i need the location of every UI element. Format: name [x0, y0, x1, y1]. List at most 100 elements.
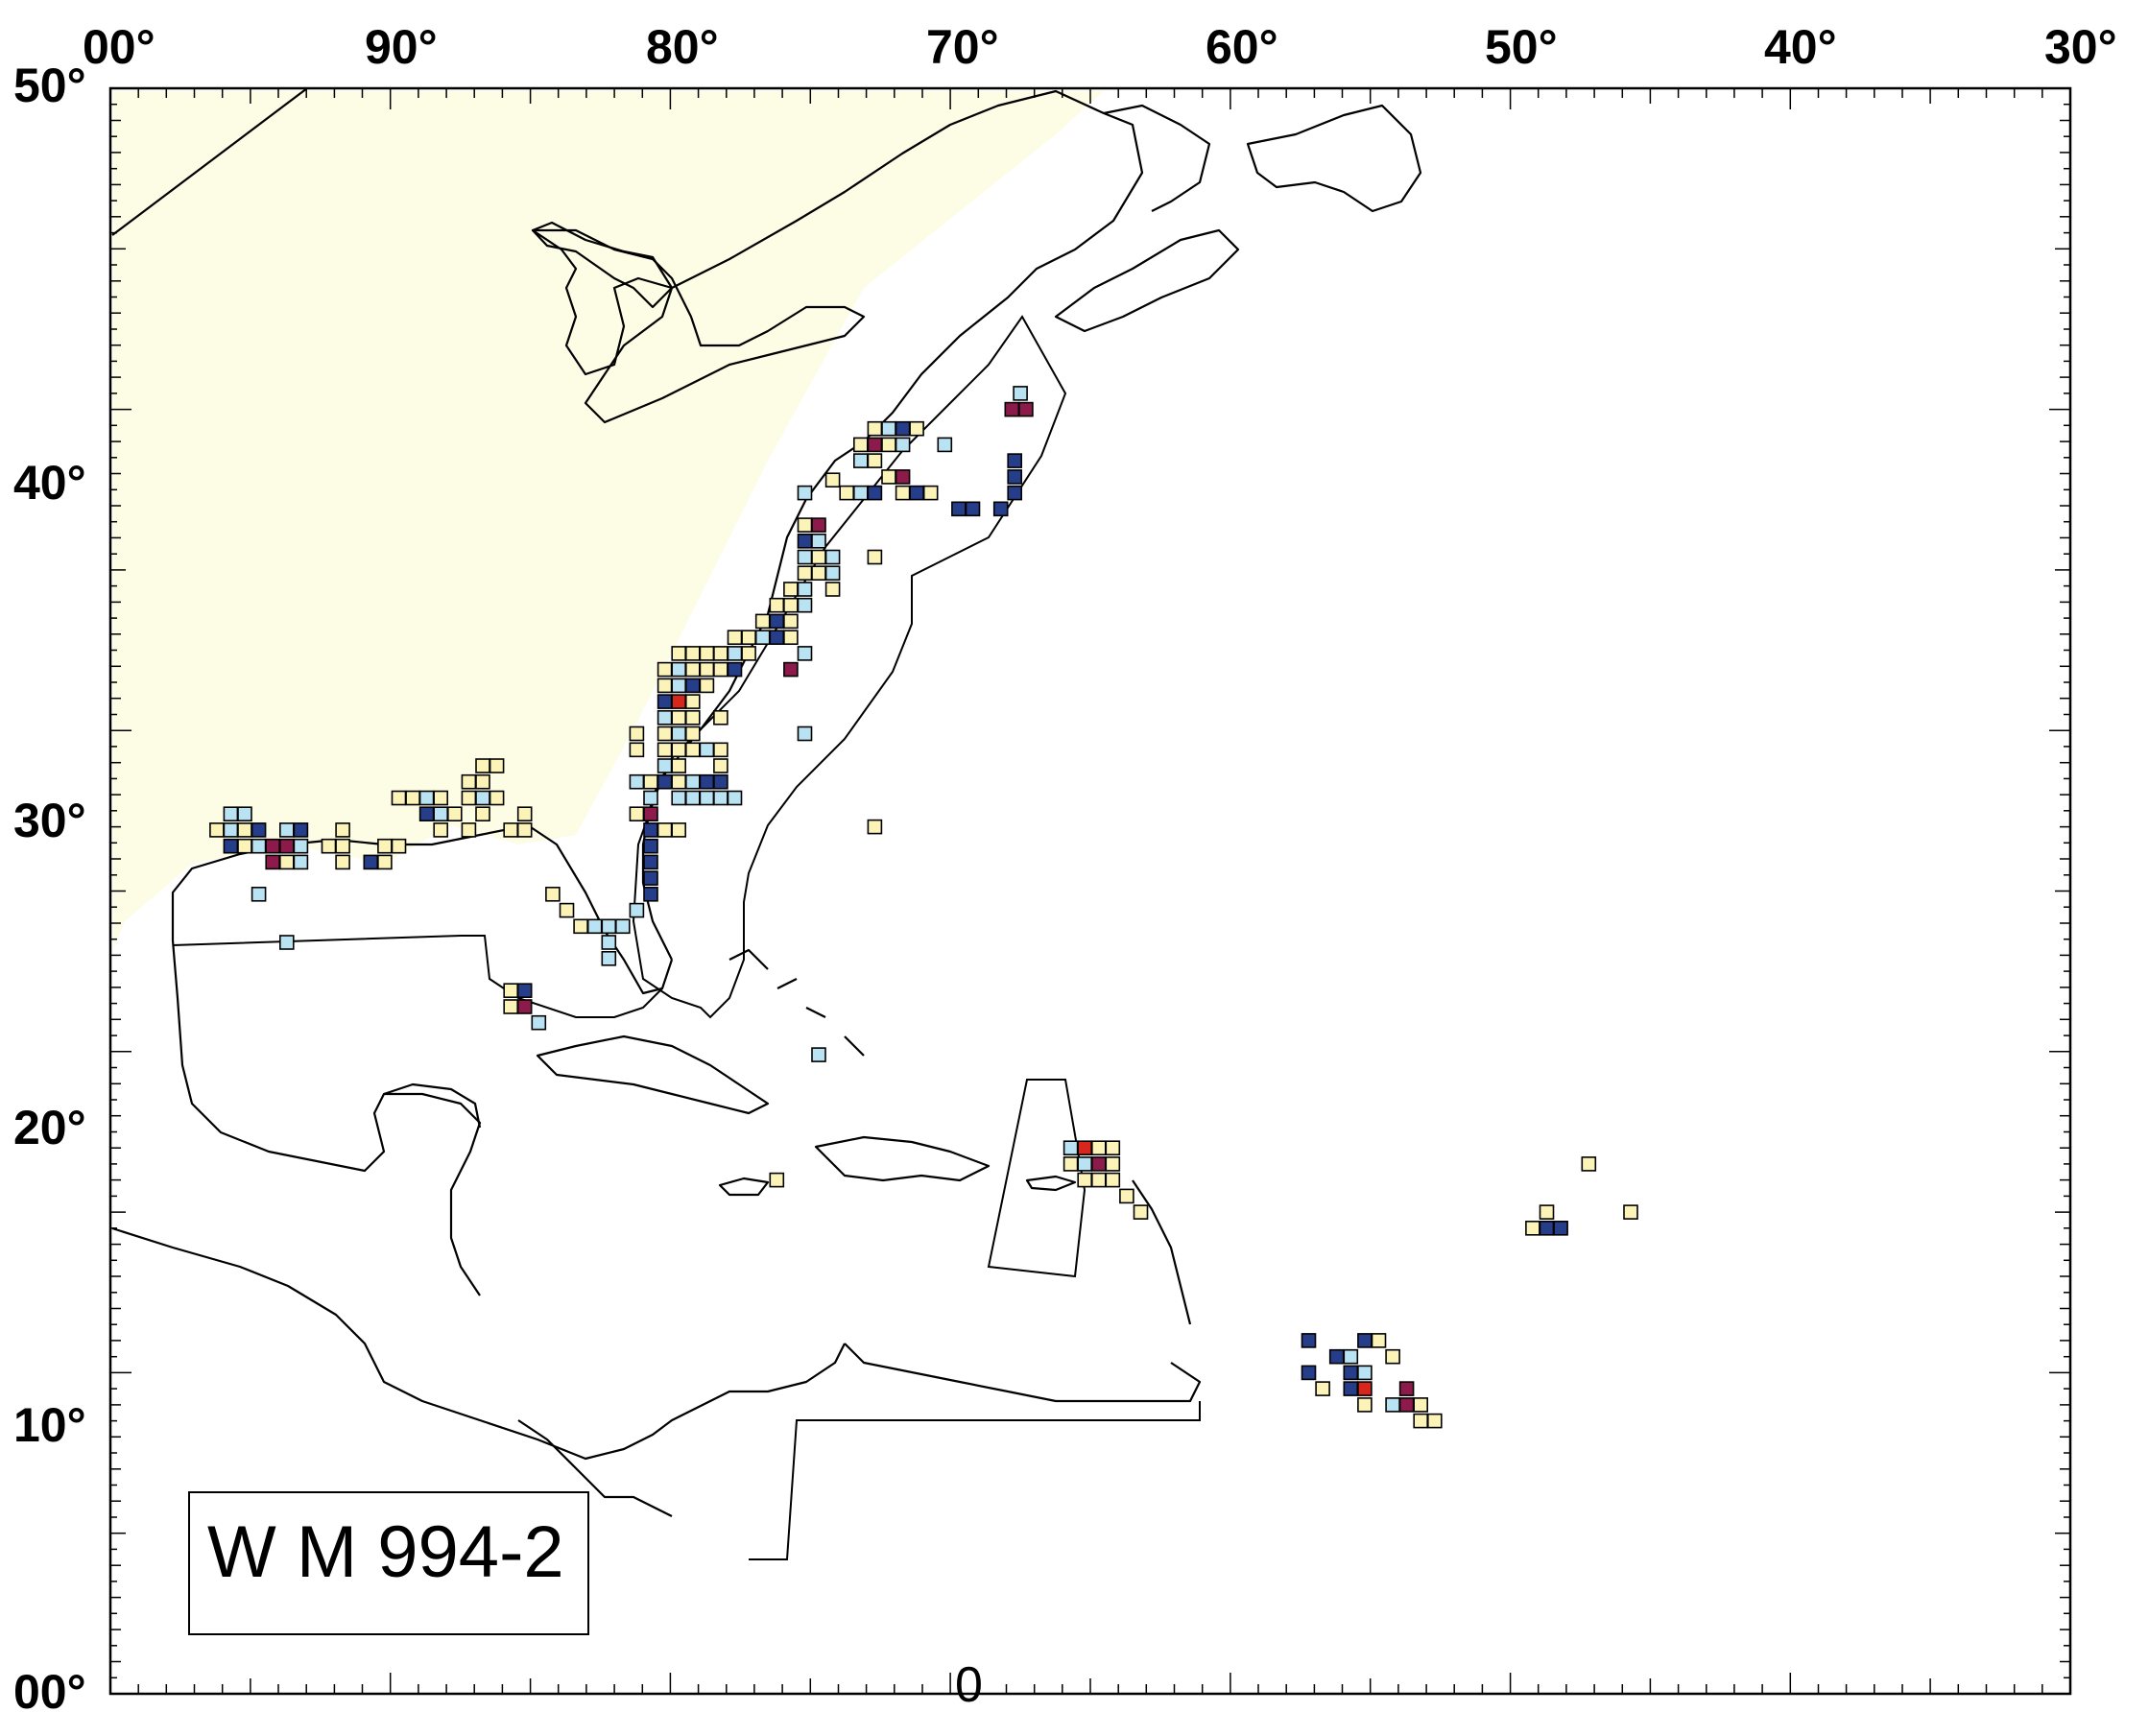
- bahamas: [728, 948, 865, 1057]
- observation-cell: [601, 918, 617, 935]
- observation-cell: [852, 437, 869, 453]
- bottom-axis-zero: 0: [955, 1657, 983, 1713]
- observation-cell: [824, 582, 841, 597]
- observation-cell: [223, 806, 239, 822]
- yucatan: [383, 1082, 482, 1129]
- observation-cell: [671, 790, 687, 806]
- observation-cell: [1539, 1204, 1555, 1220]
- observation-cell: [1623, 1204, 1638, 1220]
- lat-label-0: 00°: [13, 1665, 86, 1719]
- observation-cell: [1119, 1188, 1134, 1204]
- observation-cell: [741, 630, 756, 646]
- observation-cell: [503, 822, 519, 838]
- observation-cell: [797, 582, 813, 597]
- observation-cell: [461, 822, 477, 838]
- observation-cell: [614, 918, 631, 935]
- observation-cells: [209, 386, 1638, 1429]
- observation-cell: [769, 597, 785, 613]
- observation-cell: [727, 661, 743, 678]
- observation-cell: [824, 549, 841, 565]
- lon-label-60: 60°: [1206, 20, 1278, 74]
- observation-cell: [405, 790, 420, 806]
- observation-cell: [671, 694, 687, 709]
- observation-cell: [1077, 1172, 1092, 1188]
- observation-cell: [475, 806, 490, 822]
- lat-label-20: 20°: [13, 1101, 86, 1154]
- observation-cell: [251, 838, 267, 854]
- observation-cell: [727, 790, 743, 806]
- observation-cell: [601, 950, 617, 966]
- observation-cell: [909, 485, 924, 501]
- observation-cell: [1413, 1413, 1428, 1429]
- observation-cell: [293, 854, 309, 870]
- observation-cell: [335, 838, 350, 854]
- observation-cell: [684, 694, 701, 709]
- observation-cell: [754, 613, 771, 630]
- observation-cell: [992, 501, 1009, 517]
- south-america-coast: [844, 1343, 1202, 1403]
- observation-cell: [461, 773, 477, 790]
- legend-label: W M 994-2: [207, 1511, 564, 1593]
- observation-cell: [335, 822, 350, 838]
- observation-cell: [713, 790, 728, 806]
- observation-cell: [1007, 485, 1022, 501]
- observation-cell: [895, 420, 911, 437]
- lesser-antilles: [1132, 1179, 1192, 1325]
- cuba: [536, 1034, 770, 1115]
- observation-cell: [503, 983, 519, 998]
- observation-cell: [601, 935, 617, 950]
- observation-cell: [573, 918, 588, 935]
- lat-label-40: 40°: [13, 456, 86, 510]
- observation-cell: [852, 453, 869, 468]
- observation-cell: [783, 582, 799, 597]
- observation-cell: [811, 533, 826, 549]
- observation-cell: [867, 437, 883, 453]
- observation-cell: [684, 709, 701, 725]
- observation-cell: [699, 790, 715, 806]
- observation-cell: [503, 999, 519, 1014]
- observation-cell: [699, 661, 715, 678]
- observation-cell: [671, 742, 687, 758]
- observation-cell: [1077, 1156, 1092, 1172]
- observation-cell: [909, 420, 924, 437]
- observation-cell: [516, 983, 533, 998]
- observation-cell: [1004, 401, 1020, 417]
- observation-cell: [895, 485, 911, 501]
- observation-cell: [377, 854, 393, 870]
- observation-cell: [1007, 469, 1022, 485]
- observation-cell: [433, 790, 449, 806]
- observation-cell: [1018, 401, 1034, 417]
- observation-cell: [839, 485, 855, 501]
- observation-cell: [1413, 1397, 1428, 1413]
- observation-cell: [727, 630, 743, 646]
- observation-cell: [671, 725, 687, 742]
- observation-cell: [293, 822, 309, 838]
- observation-cell: [237, 838, 252, 854]
- observation-cell: [1357, 1397, 1373, 1413]
- observation-cell: [852, 485, 869, 501]
- lon-label-100: 00°: [83, 20, 155, 74]
- lon-label-50: 50°: [1485, 20, 1558, 74]
- observation-cell: [475, 790, 490, 806]
- observation-cell: [783, 597, 799, 613]
- observation-cell: [418, 790, 435, 806]
- observation-cell: [769, 613, 785, 630]
- observation-cell: [1105, 1156, 1121, 1172]
- observation-cell: [684, 661, 701, 678]
- observation-cell: [335, 854, 350, 870]
- observation-cell: [1328, 1348, 1345, 1365]
- observation-cell: [937, 437, 953, 453]
- observation-cell: [867, 453, 883, 468]
- observation-cell: [293, 838, 309, 854]
- observation-cell: [671, 773, 687, 790]
- lat-label-30: 30°: [13, 794, 86, 847]
- observation-cell: [278, 838, 295, 854]
- observation-cell: [489, 758, 505, 773]
- observation-cell: [657, 822, 673, 838]
- observation-cell: [446, 806, 463, 822]
- observation-cell: [1091, 1172, 1107, 1188]
- observation-cell: [797, 485, 813, 501]
- observation-cell: [559, 902, 575, 918]
- observation-cell: [223, 838, 239, 854]
- observation-cell: [475, 758, 490, 773]
